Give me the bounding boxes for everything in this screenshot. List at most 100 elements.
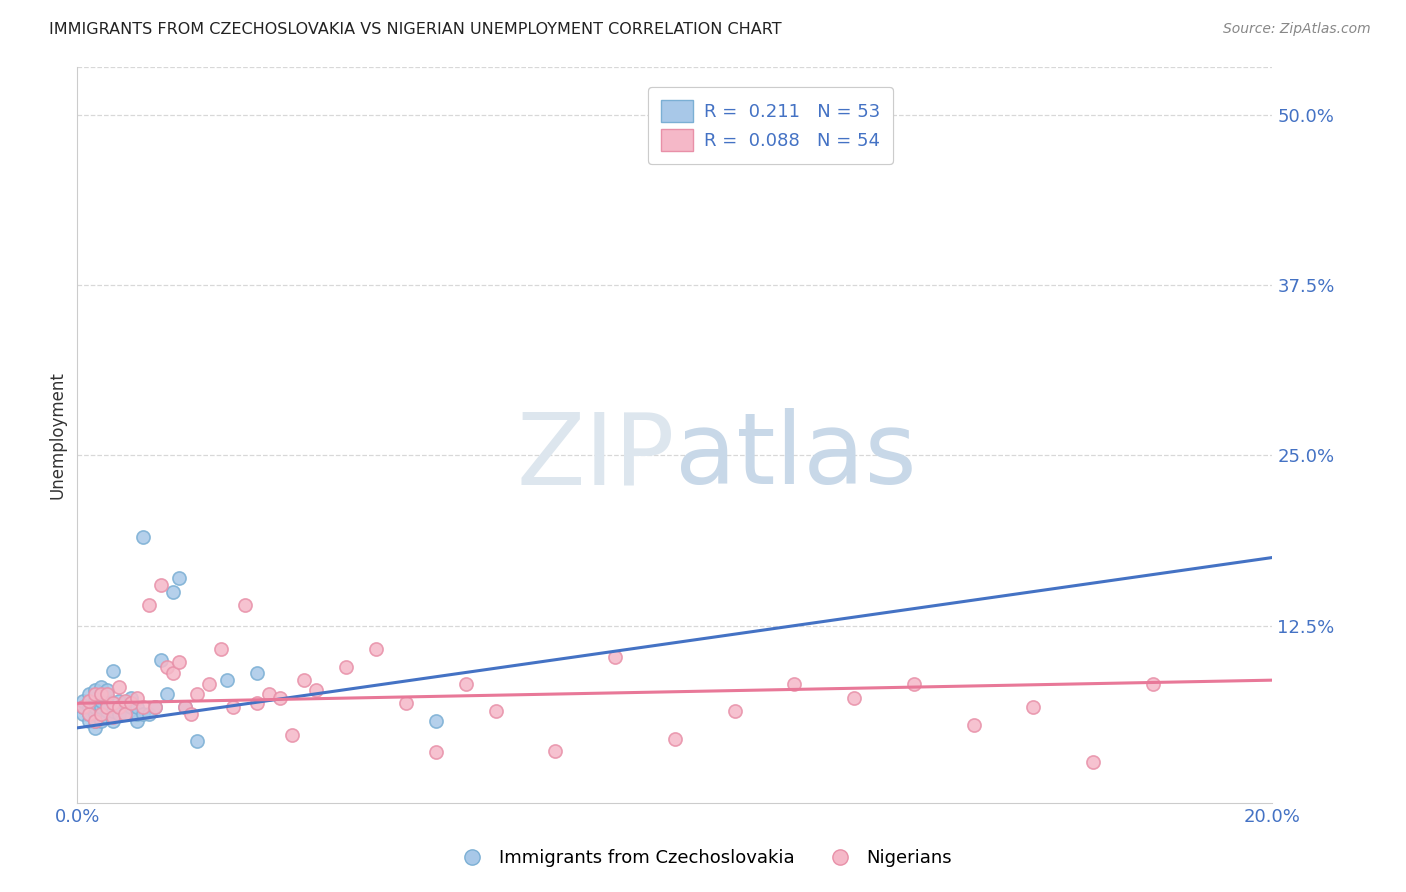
Point [120,690,142,705]
Point [103,696,124,710]
Point [783,677,806,691]
Point [114,707,136,722]
Point [90,680,112,694]
Point [96,687,118,701]
Point [108,707,131,722]
Point [90,707,112,722]
Point [79,700,101,714]
Point [79,687,101,701]
Point [605,650,627,665]
Point [1022,700,1045,714]
Point [127,700,149,714]
Point [79,693,101,707]
Point [150,653,173,667]
Point [96,710,118,724]
Point [84,700,107,714]
Point [162,666,184,681]
Point [485,705,508,719]
Point [84,690,107,705]
Point [903,677,925,691]
Point [209,641,232,656]
Point [72,707,94,722]
Point [79,707,101,722]
Point [72,700,94,714]
Point [335,659,357,673]
Point [222,700,245,714]
Point [79,693,101,707]
Point [96,705,118,719]
Legend: R =  0.211   N = 53, R =  0.088   N = 54: R = 0.211 N = 53, R = 0.088 N = 54 [648,87,893,163]
Point [108,693,131,707]
Point [138,598,160,612]
Text: IMMIGRANTS FROM CZECHOSLOVAKIA VS NIGERIAN UNEMPLOYMENT CORRELATION CHART: IMMIGRANTS FROM CZECHOSLOVAKIA VS NIGERI… [49,22,782,37]
Point [79,714,101,728]
Point [90,714,112,728]
Point [425,745,447,759]
Point [96,696,118,710]
Point [174,700,197,714]
Point [84,682,107,697]
Point [844,690,866,705]
Point [156,659,179,673]
Text: ZIP: ZIP [516,409,675,506]
Legend: Immigrants from Czechoslovakia, Nigerians: Immigrants from Czechoslovakia, Nigerian… [447,842,959,874]
Point [84,687,107,701]
Point [96,690,118,704]
Point [167,656,190,670]
Point [162,584,184,599]
Point [544,744,567,758]
Point [90,707,112,722]
Point [79,707,101,722]
Text: Source: ZipAtlas.com: Source: ZipAtlas.com [1223,22,1371,37]
Point [270,690,292,705]
Point [103,664,124,678]
Point [150,578,173,592]
Text: atlas: atlas [675,409,917,506]
Point [305,682,328,697]
Point [143,700,166,714]
Point [127,714,149,728]
Point [96,682,118,697]
Point [257,687,280,701]
Point [90,687,112,701]
Point [90,700,112,714]
Point [1083,755,1105,769]
Point [103,705,124,719]
Point [120,696,142,710]
Point [664,731,686,746]
Point [127,690,149,705]
Point [120,700,142,714]
Point [425,714,447,728]
Point [132,707,155,722]
Point [108,700,131,714]
Point [395,696,418,710]
Point [233,598,256,612]
Point [1142,677,1164,691]
Point [246,696,269,710]
Point [963,718,986,732]
Point [292,673,315,688]
Point [143,700,166,714]
Point [114,693,136,707]
Point [156,687,179,701]
Point [180,707,202,722]
Point [96,700,118,714]
Point [72,700,94,714]
Point [246,666,269,681]
Point [127,707,149,722]
Point [132,530,155,544]
Point [108,700,131,714]
Point [366,641,388,656]
Point [724,705,747,719]
Point [103,710,124,724]
Point [84,714,107,728]
Point [90,687,112,701]
Point [167,571,190,585]
Point [84,714,107,728]
Point [84,696,107,710]
Point [90,693,112,707]
Point [114,707,136,722]
Point [174,700,197,714]
Point [138,707,160,722]
Y-axis label: Unemployment: Unemployment [48,371,66,499]
